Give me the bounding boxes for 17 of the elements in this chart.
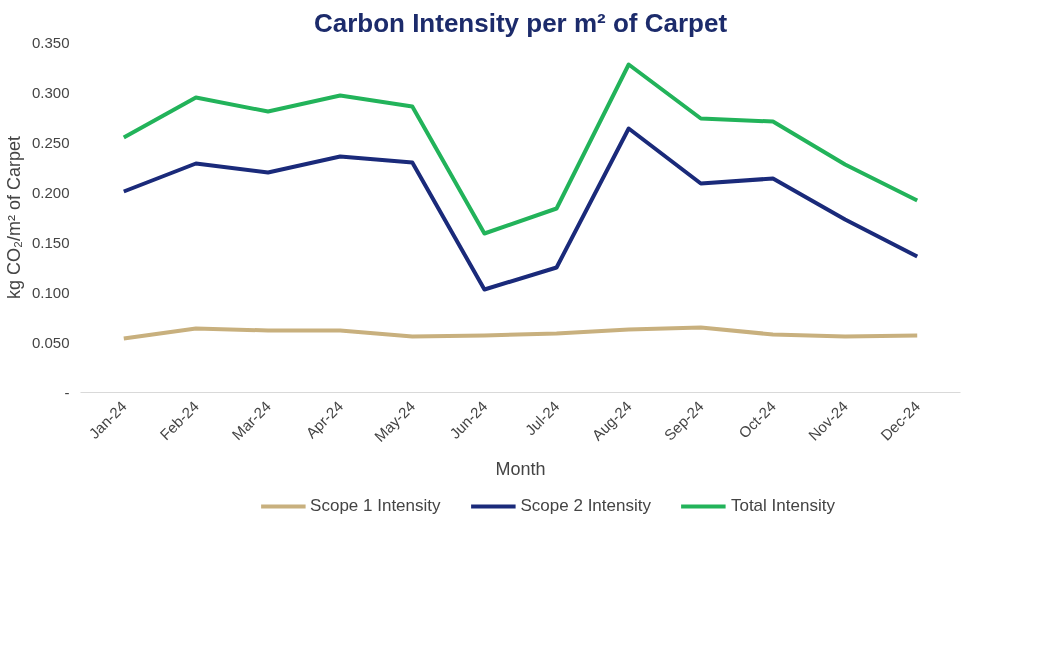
y-axis-title: kg CO₂/m² of Carpet [3, 135, 24, 300]
y-tick-label: 0.300 [31, 83, 70, 101]
y-tick-label: 0.350 [31, 33, 70, 51]
legend-label: Scope 1 Intensity [310, 496, 441, 516]
x-axis-title: Month [495, 458, 546, 479]
y-tick-label: 0.250 [31, 133, 70, 151]
y-tick-label: - [64, 383, 70, 401]
y-tick-label: 0.200 [31, 183, 70, 201]
line-series [121, 325, 920, 341]
y-tick-label: 0.150 [31, 233, 70, 251]
line-series [121, 126, 920, 292]
legend-label: Total Intensity [730, 496, 835, 516]
y-tick-label: 0.100 [31, 283, 70, 301]
line-series [121, 62, 920, 236]
chart-title: Carbon Intensity per m² of Carpet [313, 7, 728, 38]
legend-label: Scope 2 Intensity [520, 496, 651, 516]
y-tick-label: 0.050 [31, 333, 70, 351]
